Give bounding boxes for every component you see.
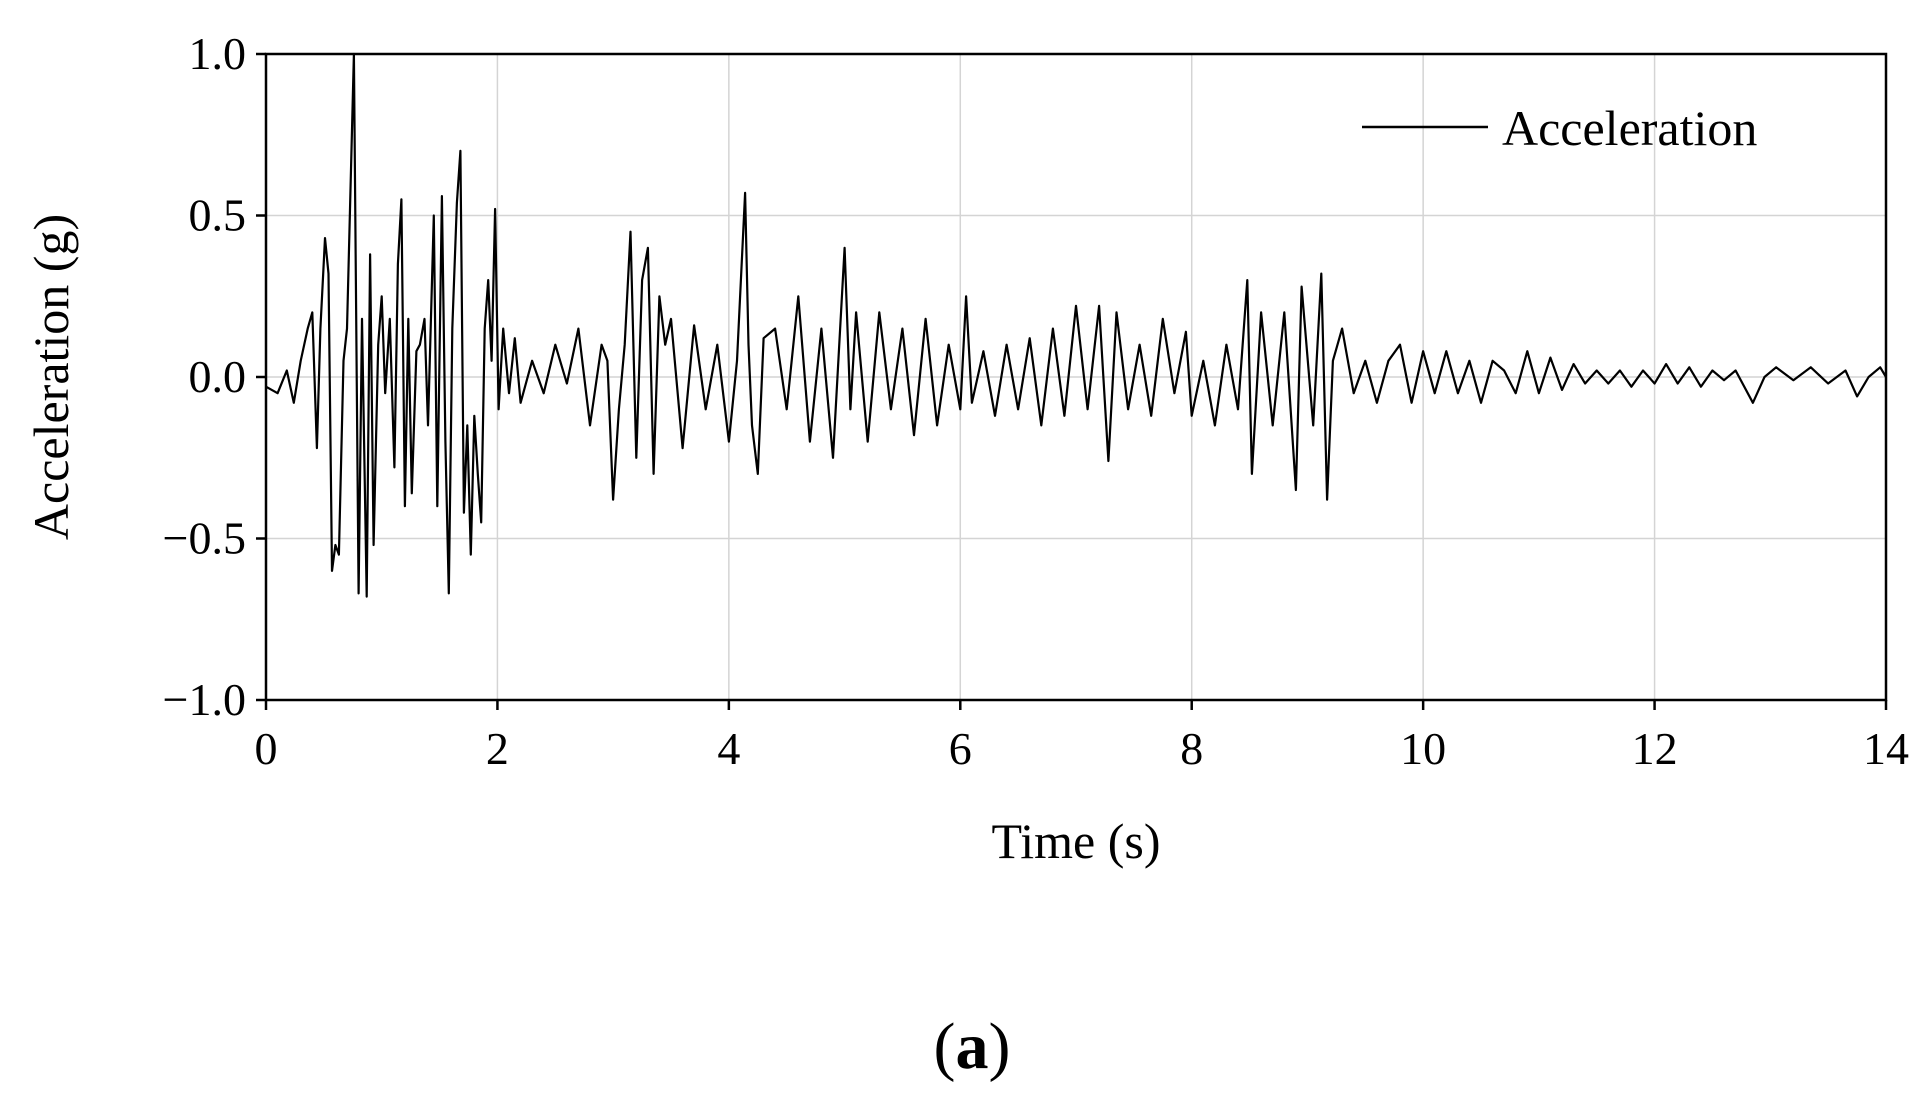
- x-tick-label: 14: [1863, 723, 1909, 774]
- series-layer: [265, 52, 1887, 598]
- x-tick-label: 12: [1632, 723, 1678, 774]
- x-tick-label: 4: [717, 723, 740, 774]
- grid-lines: [266, 54, 1886, 700]
- legend-label-acceleration: Acceleration: [1502, 100, 1757, 156]
- legend: Acceleration: [1362, 100, 1757, 156]
- x-tick-label: 10: [1400, 723, 1446, 774]
- y-tick-label: 1.0: [189, 28, 247, 79]
- y-tick-label: −0.5: [163, 513, 246, 564]
- series-line-acceleration: [265, 52, 1887, 598]
- panel-label-close-paren: ): [989, 1010, 1011, 1083]
- y-tick-label: 0.5: [189, 190, 247, 241]
- panel-label-open-paren: (: [934, 1010, 956, 1083]
- x-tick-label: 8: [1180, 723, 1203, 774]
- x-axis-title: Time (s): [991, 813, 1160, 869]
- y-tick-label: −1.0: [163, 674, 246, 725]
- x-tick-label: 0: [255, 723, 278, 774]
- y-tick-label: 0.0: [189, 351, 247, 402]
- y-axis-title: Acceleration (g): [23, 214, 79, 540]
- axis-ticks: 0 2 4 6 8 10 12 14 −1.0 −0.5 0.0 0.5 1.0: [163, 28, 1909, 774]
- panel-label-letter: a: [956, 1010, 989, 1083]
- panel-label: (a): [934, 1010, 1011, 1083]
- x-tick-label: 2: [486, 723, 509, 774]
- x-tick-label: 6: [949, 723, 972, 774]
